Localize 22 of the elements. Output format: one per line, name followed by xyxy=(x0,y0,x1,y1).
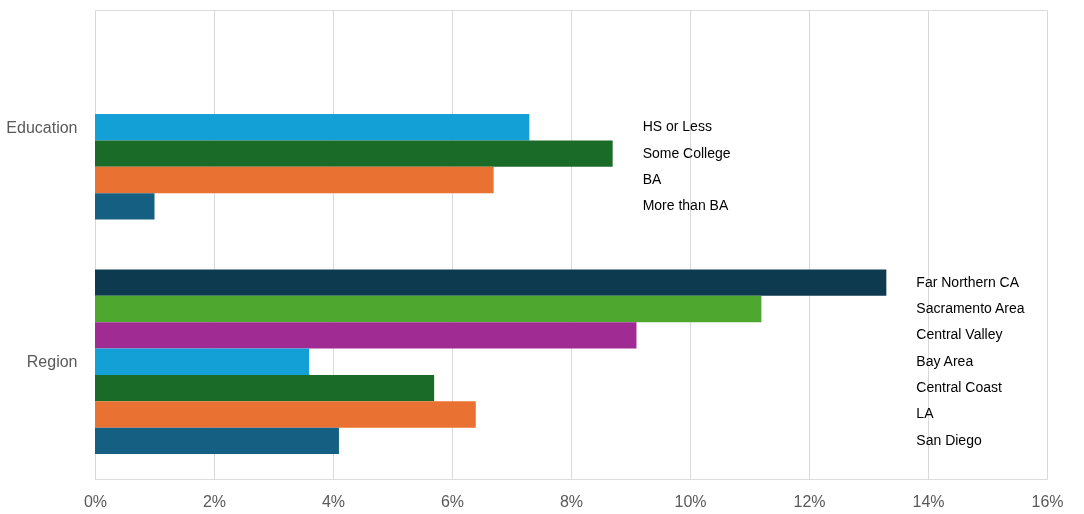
text: Some College xyxy=(642,144,731,161)
x-tick-label: 2% xyxy=(202,492,227,510)
text: HS or Less xyxy=(642,118,712,135)
text: BA xyxy=(642,170,662,187)
text: More than BA xyxy=(642,197,729,214)
x-tick-label: 6% xyxy=(440,492,465,510)
y-tick-label: Region xyxy=(26,353,78,371)
x-tick-label: 0% xyxy=(83,492,108,510)
x-tick-label: 4% xyxy=(321,492,346,510)
x-tick-label: 10% xyxy=(674,492,707,510)
text: San Diego xyxy=(916,431,982,448)
text: Central Coast xyxy=(916,379,1003,396)
x-tick-label: 14% xyxy=(912,492,945,510)
y-tick-label: Education xyxy=(6,118,78,136)
x-tick-label: 16% xyxy=(1031,492,1064,510)
text: Bay Area xyxy=(916,352,974,369)
text: Far Northern CA xyxy=(916,273,1020,290)
text: Sacramento Area xyxy=(916,300,1025,317)
text: Central Valley xyxy=(916,326,1003,343)
text: LA xyxy=(916,405,935,422)
x-tick-label: 12% xyxy=(793,492,826,510)
x-tick-label: 8% xyxy=(559,492,584,510)
